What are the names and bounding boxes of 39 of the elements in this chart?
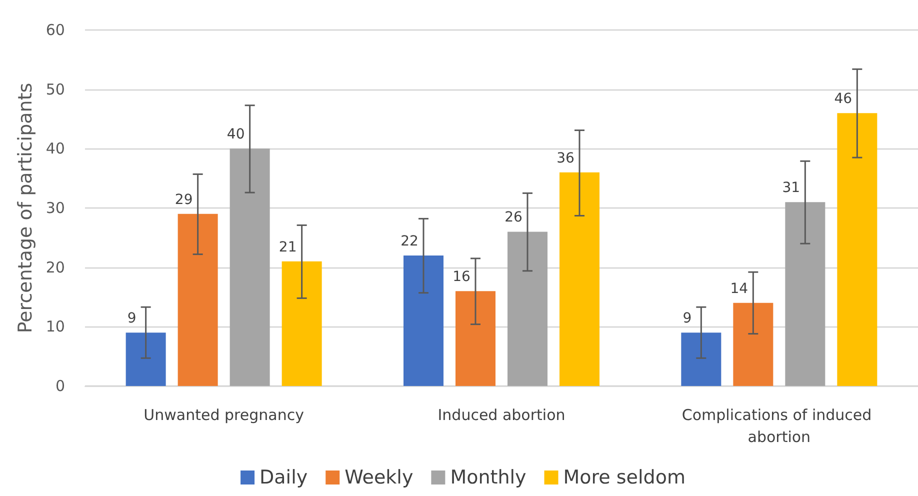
y-tick-label: 50 [46, 80, 65, 98]
bar [126, 332, 166, 386]
data-label: 9 [127, 310, 136, 327]
y-tick-label: 60 [46, 21, 65, 39]
y-tick-label: 0 [55, 377, 65, 395]
y-tick-label: 40 [46, 140, 65, 158]
bar [230, 148, 270, 386]
bar [681, 332, 722, 386]
y-axis-title: Percentage of participants [14, 82, 36, 334]
bar [837, 113, 878, 386]
bar [282, 261, 322, 386]
data-label: 29 [174, 192, 193, 208]
bar [785, 202, 826, 386]
data-label: 21 [278, 239, 297, 256]
bar [178, 214, 218, 386]
bar [403, 255, 444, 386]
y-tick-label: 10 [46, 318, 65, 336]
bar [559, 172, 600, 386]
data-label: 22 [400, 233, 418, 250]
data-label: 14 [730, 280, 748, 297]
x-tick-label: Unwanted pregnancy [144, 406, 304, 424]
bar [455, 291, 496, 386]
data-label: 9 [682, 310, 692, 327]
y-tick-label: 20 [46, 258, 65, 276]
legend-label: Daily [260, 466, 308, 488]
bar [507, 232, 548, 386]
bar [733, 302, 774, 386]
data-label: 36 [556, 150, 574, 166]
legend-label: More seldom [563, 466, 686, 488]
x-tick-label: Complications of induced abortion [682, 406, 876, 446]
y-tick-label: 30 [46, 199, 65, 217]
data-label: 40 [226, 126, 245, 143]
legend-label: Monthly [450, 466, 526, 488]
data-label: 31 [782, 180, 800, 196]
data-label: 46 [834, 91, 852, 108]
legend-label: Weekly [344, 466, 414, 488]
data-label: 26 [504, 210, 522, 226]
data-label: 16 [452, 269, 470, 286]
x-tick-label: Induced abortion [438, 406, 566, 424]
